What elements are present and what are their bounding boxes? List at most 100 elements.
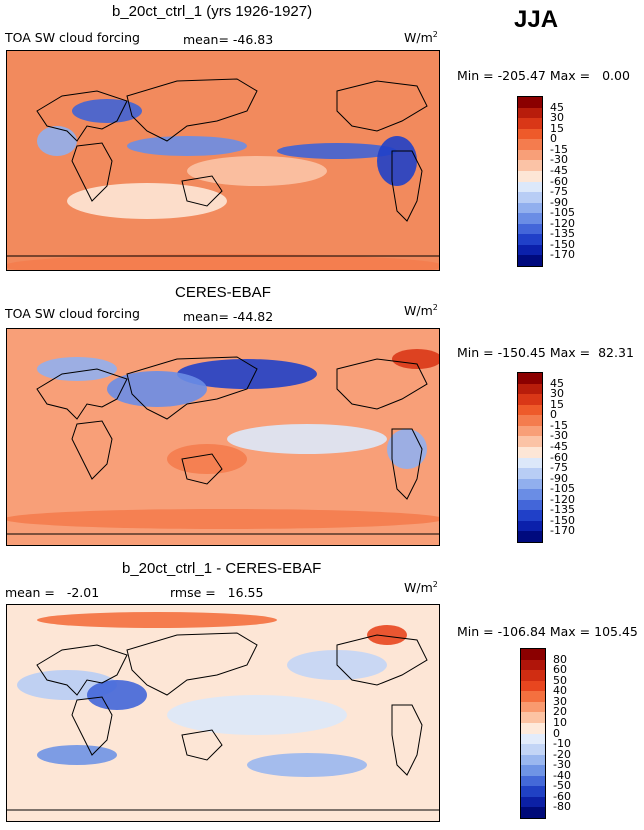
coastline (336, 80, 428, 132)
colorbar-tick-label: -75 (550, 461, 568, 475)
panel1-title: b_20ct_ctrl_1 (yrs 1926-1927) (112, 3, 313, 20)
panel2-colorbar (517, 372, 543, 543)
field-contour (377, 136, 417, 186)
coastline (336, 634, 428, 686)
colorbar-segment (521, 670, 545, 681)
colorbar-tick-label: -170 (550, 524, 575, 538)
colorbar-segment (521, 659, 545, 671)
panel3-title: b_20ct_ctrl_1 - CERES-EBAF (122, 560, 322, 577)
colorbar-segment (518, 425, 542, 437)
colorbar-segment (521, 691, 545, 702)
colorbar-tick-label: 50 (553, 673, 567, 687)
colorbar-segment (521, 649, 545, 660)
coastline (36, 90, 128, 142)
colorbar-tick-label: -30 (550, 153, 568, 167)
field-contour (37, 357, 117, 381)
colorbar-segment (518, 394, 542, 405)
colorbar-tick-label: -90 (550, 471, 568, 485)
colorbar-segment (518, 255, 542, 266)
colorbar-segment (518, 181, 542, 193)
colorbar-segment (518, 531, 542, 542)
colorbar-segment (521, 807, 545, 818)
colorbar-tick-label: 45 (550, 376, 564, 390)
field-contour (367, 625, 407, 645)
colorbar-segment (521, 712, 545, 723)
panel2-map (6, 328, 440, 546)
map-field-svg (7, 605, 439, 821)
colorbar-tick-label: -60 (553, 789, 571, 803)
coastline (71, 142, 113, 202)
colorbar-tick-label: -150 (550, 237, 575, 251)
colorbar-tick-label: -120 (550, 216, 575, 230)
panel1-colorbar (517, 96, 543, 267)
panel1-map (6, 50, 440, 271)
colorbar-segment (518, 478, 542, 490)
colorbar-tick-label: -40 (553, 768, 571, 782)
colorbar-tick-label: -170 (550, 248, 575, 262)
colorbar-segment (521, 796, 545, 808)
colorbar-tick-label: -15 (550, 142, 568, 156)
colorbar-segment (518, 192, 542, 203)
panel3-colorbar (520, 648, 546, 819)
panel2-title: CERES-EBAF (175, 284, 271, 301)
panel1-variable: TOA SW cloud forcing (5, 30, 140, 45)
coastline (181, 729, 223, 761)
colorbar-tick-label: 10 (553, 715, 567, 729)
field-contour (277, 143, 397, 159)
field-contour (392, 349, 439, 369)
colorbar-tick-label: 30 (550, 387, 564, 401)
field-contour (72, 99, 142, 123)
colorbar-tick-label: -75 (550, 185, 568, 199)
coastline (391, 150, 423, 222)
colorbar-tick-label: 60 (553, 663, 567, 677)
colorbar-segment (518, 234, 542, 245)
colorbar-segment (521, 786, 545, 797)
colorbar-segment (518, 128, 542, 140)
colorbar-tick-label: -105 (550, 206, 575, 220)
colorbar-tick-label: -60 (550, 450, 568, 464)
colorbar-segment (518, 436, 542, 447)
field-contour (87, 680, 147, 710)
colorbar-segment (521, 701, 545, 713)
panel2-variable: TOA SW cloud forcing (5, 306, 140, 321)
panel2-minmax: Min = -150.45 Max = 82.31 (457, 345, 634, 360)
coastline (36, 644, 128, 696)
colorbar-segment (518, 510, 542, 521)
colorbar-tick-label: 0 (550, 132, 557, 146)
coastline (181, 453, 223, 485)
colorbar-segment (518, 170, 542, 182)
panel3-units: W/m2 (404, 580, 438, 596)
colorbar-tick-label: 15 (550, 121, 564, 135)
field-contour (37, 126, 77, 156)
panel1-units: W/m2 (404, 30, 438, 46)
coastline (391, 704, 423, 776)
colorbar-tick-label: -90 (550, 195, 568, 209)
panel1-mean: mean= -46.83 (183, 32, 274, 47)
coastline (391, 428, 423, 500)
field-contour (37, 612, 277, 628)
colorbar-tick-label: -30 (550, 429, 568, 443)
colorbar-tick-label: -60 (550, 174, 568, 188)
field-contour (227, 424, 387, 454)
field-contour (187, 156, 327, 186)
panel3-colorbar-labels: 80 60 50 40 30 20 10 0 -10 -20 -30 -40 -50 -60 -80 (553, 648, 593, 819)
colorbar-segment (518, 97, 542, 108)
coastline (126, 78, 258, 142)
field-contour (7, 509, 439, 529)
colorbar-segment (521, 775, 545, 787)
colorbar-tick-label: 0 (553, 726, 560, 740)
colorbar-tick-label: -150 (550, 513, 575, 527)
colorbar-segment (518, 107, 542, 119)
colorbar-segment (518, 244, 542, 256)
colorbar-segment (518, 202, 542, 214)
colorbar-tick-label: 30 (553, 694, 567, 708)
colorbar-tick-label: -20 (553, 747, 571, 761)
colorbar-tick-label: -50 (553, 779, 571, 793)
panel3-minmax: Min = -106.84 Max = 105.45 (457, 624, 638, 639)
colorbar-segment (518, 468, 542, 479)
colorbar-tick-label: -135 (550, 503, 575, 517)
colorbar-tick-label: -135 (550, 227, 575, 241)
panel2-units: W/m2 (404, 303, 438, 319)
field-contour (177, 359, 317, 389)
coastline (71, 696, 113, 756)
